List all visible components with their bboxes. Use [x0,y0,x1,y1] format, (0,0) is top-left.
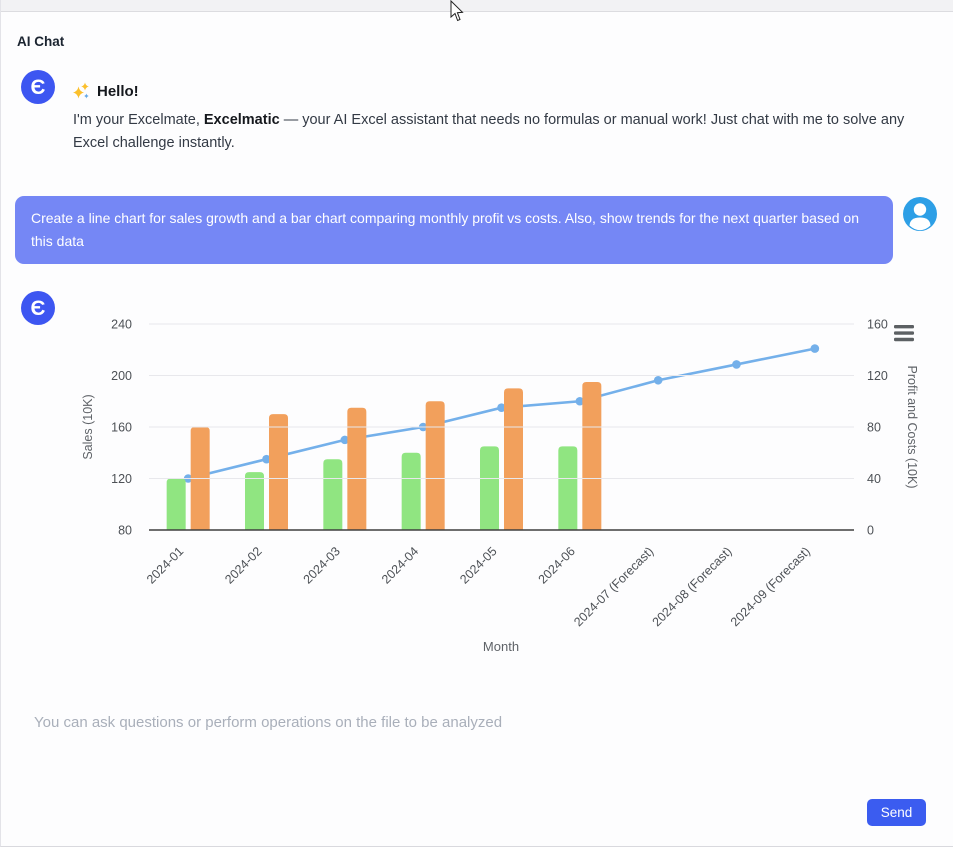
sparkles-icon [73,82,89,99]
left-axis-tick: 240 [111,318,132,332]
x-axis-label: 2024-09 (Forecast) [728,544,813,629]
bar-costs [582,381,602,530]
assistant-avatar-icon: Є [21,70,55,104]
x-axis-label: 2024-03 [301,544,343,586]
chart-canvas: 2024-09 (Forecast)2024-08 (Forecast)2024… [81,318,919,655]
left-axis-tick: 80 [118,524,132,538]
bar-profit [480,446,499,530]
x-axis-label: 2024-05 [457,544,499,586]
assistant-avatar-icon-2: Є [21,291,55,325]
chart-menu-icon[interactable] [894,325,914,342]
user-avatar-icon [903,197,937,231]
window-top-strip [1,0,953,12]
bar-costs [269,414,288,530]
combo-chart: 2024-09 (Forecast) 2024-08 (Forecast) 2024… [71,300,921,660]
bar-profit [323,459,343,530]
x-axis-label: 2024-02 [222,544,264,586]
right-axis-tick: 80 [867,421,881,435]
sales-point [810,344,820,353]
mouse-cursor [450,0,464,22]
bar-profit [245,472,264,530]
greeting-heading-text: Hello! [97,82,139,100]
x-axis-label: 2024-06 [536,544,578,586]
bar-costs [425,401,445,530]
right-axis-tick: 40 [867,472,881,486]
left-axis-tick: 160 [111,421,132,435]
message-input[interactable]: You can ask questions or perform operati… [34,714,503,731]
right-axis-tick: 160 [867,318,888,332]
bar-profit [401,452,421,530]
bar-profit [166,478,186,530]
x-axis-title: Month [483,639,519,654]
right-axis-tick: 0 [867,524,874,538]
left-axis-tick: 200 [111,369,132,383]
left-axis-title: Sales (10K) [81,394,95,459]
greeting-text-suffix: — your AI Excel assistant that needs no … [73,112,905,151]
bar-costs [347,407,367,530]
assistant-greeting: Hello! I'm your Excelmate, Excelmatic — … [73,82,913,155]
bar-profit [558,446,578,530]
user-message-bubble: Create a line chart for sales growth and… [15,196,893,264]
left-axis-tick: 120 [111,472,132,486]
greeting-brand-name: Excelmatic [203,112,280,128]
greeting-heading: Hello! [73,82,913,100]
right-axis-tick: 120 [867,369,888,383]
greeting-body: I'm your Excelmate, Excelmatic — your AI… [73,109,913,155]
greeting-text-prefix: I'm your Excelmate, [73,112,204,128]
assistant-avatar-glyph-2: Є [30,296,46,320]
x-axis-label: 2024-07 (Forecast) [571,544,656,629]
x-axis-label: 2024-08 (Forecast) [650,544,735,629]
send-button[interactable]: Send [867,799,926,826]
assistant-avatar-glyph: Є [30,75,46,99]
right-axis-title: Profit and Costs (10K) [905,366,919,489]
bar-costs [504,388,523,530]
x-axis-label: 2024-04 [379,544,421,586]
x-axis-label: 2024-01 [144,544,186,586]
page-title: AI Chat [17,34,65,49]
sales-line [187,347,816,480]
